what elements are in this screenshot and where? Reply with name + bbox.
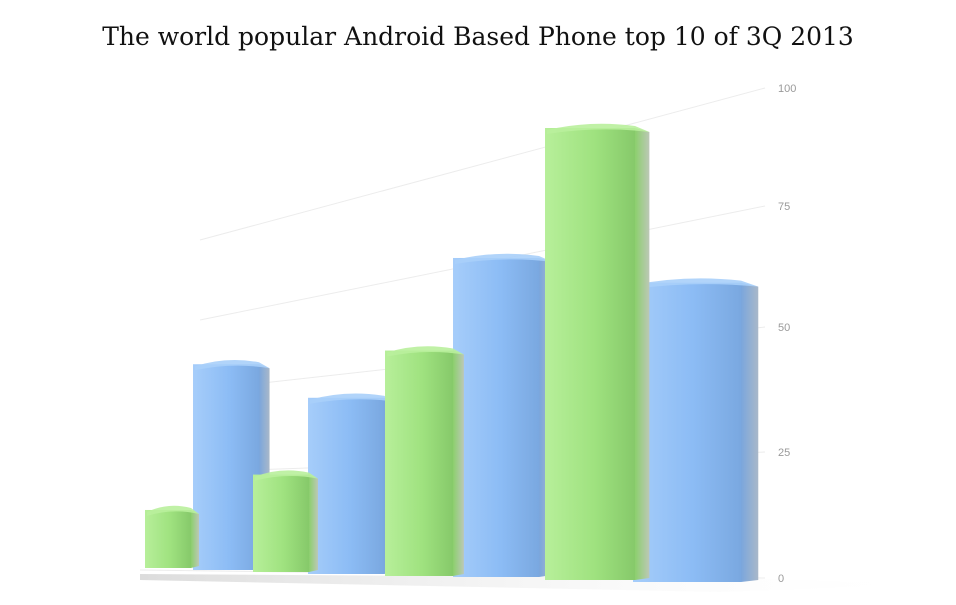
grid-line [199,87,766,241]
bar-green-3 [385,346,464,576]
y-tick-label: 75 [778,201,790,213]
bar-green-2 [253,470,318,572]
y-tick-label: 50 [778,322,790,334]
bar-green-4 [545,123,650,580]
y-axis-ticks: 0 25 50 75 100 [778,83,796,585]
bar-blue-3 [453,253,553,577]
bar-blue-4 [633,278,759,582]
bars [145,123,759,582]
y-tick-label: 0 [778,573,784,585]
bar-green-1 [145,505,199,568]
chart-title: The world popular Android Based Phone to… [102,22,854,51]
y-tick-label: 25 [778,447,790,459]
floor-shadow [140,574,940,592]
y-tick-label: 100 [778,83,796,95]
bar-blue-2 [308,393,397,574]
